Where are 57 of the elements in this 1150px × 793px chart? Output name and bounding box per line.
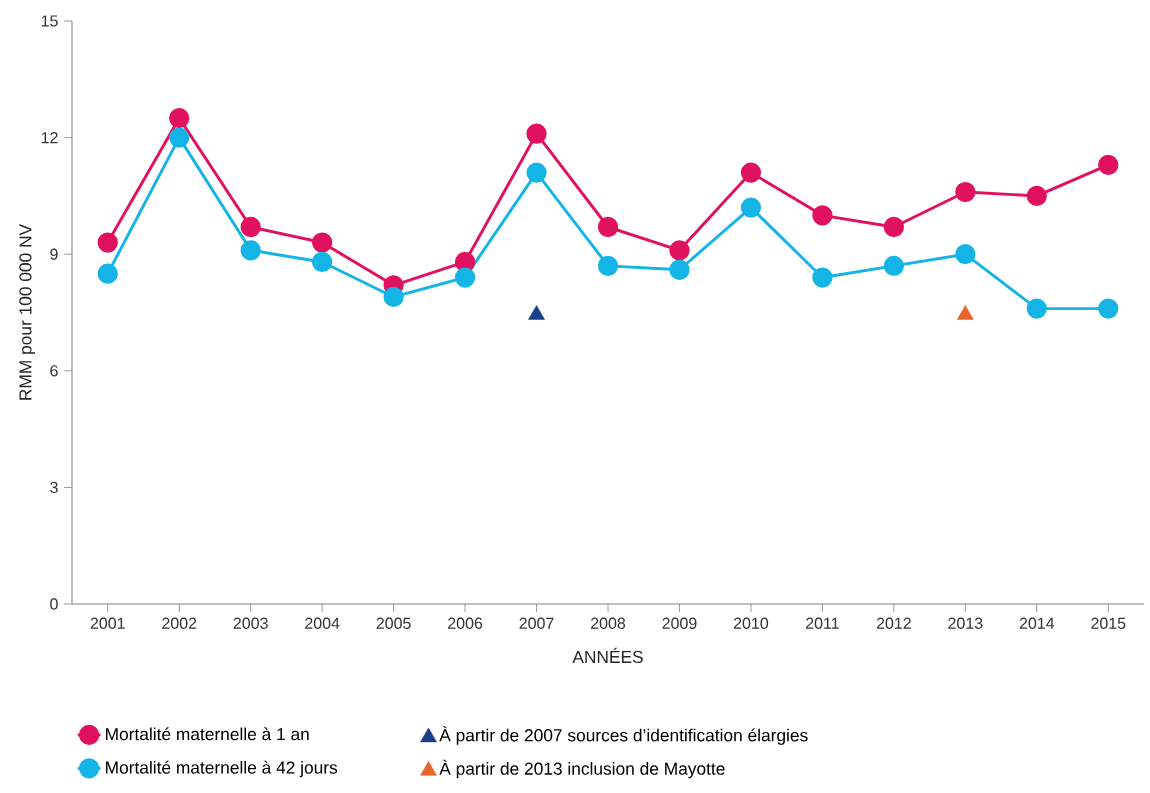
- point: [740, 162, 762, 183]
- point: [812, 267, 833, 288]
- x-tick-label: 2013: [948, 617, 983, 629]
- x-tick-label: 2004: [305, 617, 340, 629]
- point: [240, 216, 261, 238]
- point: [669, 240, 690, 261]
- point: [955, 244, 976, 265]
- y-tick-label: 9: [50, 248, 58, 260]
- y-tick-label: 12: [41, 132, 58, 144]
- point: [1026, 185, 1047, 207]
- point: [669, 259, 690, 280]
- point: [597, 255, 619, 276]
- x-tick-label: 2008: [591, 617, 626, 629]
- x-axis-title: ANNÉES: [572, 647, 643, 664]
- point: [1098, 154, 1119, 175]
- x-tick-label: 2003: [233, 617, 268, 629]
- x-tick-label: 2009: [662, 617, 697, 629]
- point: [883, 255, 905, 276]
- legend-label: À partir de 2013 inclusion de Mayotte: [439, 759, 725, 779]
- point: [312, 232, 333, 253]
- y-tick-label: 0: [50, 598, 58, 610]
- x-tick-label: 2014: [1019, 617, 1055, 629]
- legend-label: Mortalité maternelle à 1 an: [106, 727, 309, 741]
- x-tick-label: 2012: [876, 617, 911, 629]
- y-axis-title: RMM pour 100 000 NV: [19, 223, 36, 400]
- point: [528, 305, 545, 320]
- point: [97, 263, 118, 284]
- x-tick-label: 2001: [90, 617, 125, 629]
- point: [1098, 298, 1119, 319]
- point: [97, 232, 118, 253]
- point: [956, 305, 974, 320]
- point: [169, 108, 190, 129]
- x-tick-label: 2006: [448, 617, 483, 629]
- point: [955, 181, 976, 203]
- x-tick-label: 2011: [806, 617, 839, 629]
- legend-label: Mortalité maternelle à 42 jours: [106, 760, 338, 778]
- point: [383, 286, 404, 308]
- y-tick-label: 3: [50, 481, 58, 494]
- point: [812, 205, 833, 226]
- legend-label: À partir de 2007 sources d’identification élargies: [439, 726, 808, 745]
- point: [169, 127, 190, 148]
- x-tick-label: 2007: [519, 617, 554, 629]
- x-tick-label: 2002: [162, 617, 197, 629]
- point: [526, 162, 547, 183]
- point: [312, 251, 333, 273]
- x-tick-label: 2015: [1091, 617, 1126, 629]
- point: [240, 240, 261, 261]
- point: [454, 267, 476, 288]
- y-tick-label: 6: [50, 365, 58, 377]
- point: [526, 123, 547, 144]
- y-tick-label: 15: [41, 15, 58, 27]
- x-tick-label: 2010: [733, 617, 769, 629]
- x-tick-label: 2005: [376, 617, 411, 629]
- point: [1026, 298, 1047, 319]
- point: [740, 197, 762, 218]
- point: [597, 216, 619, 238]
- point: [883, 216, 905, 238]
